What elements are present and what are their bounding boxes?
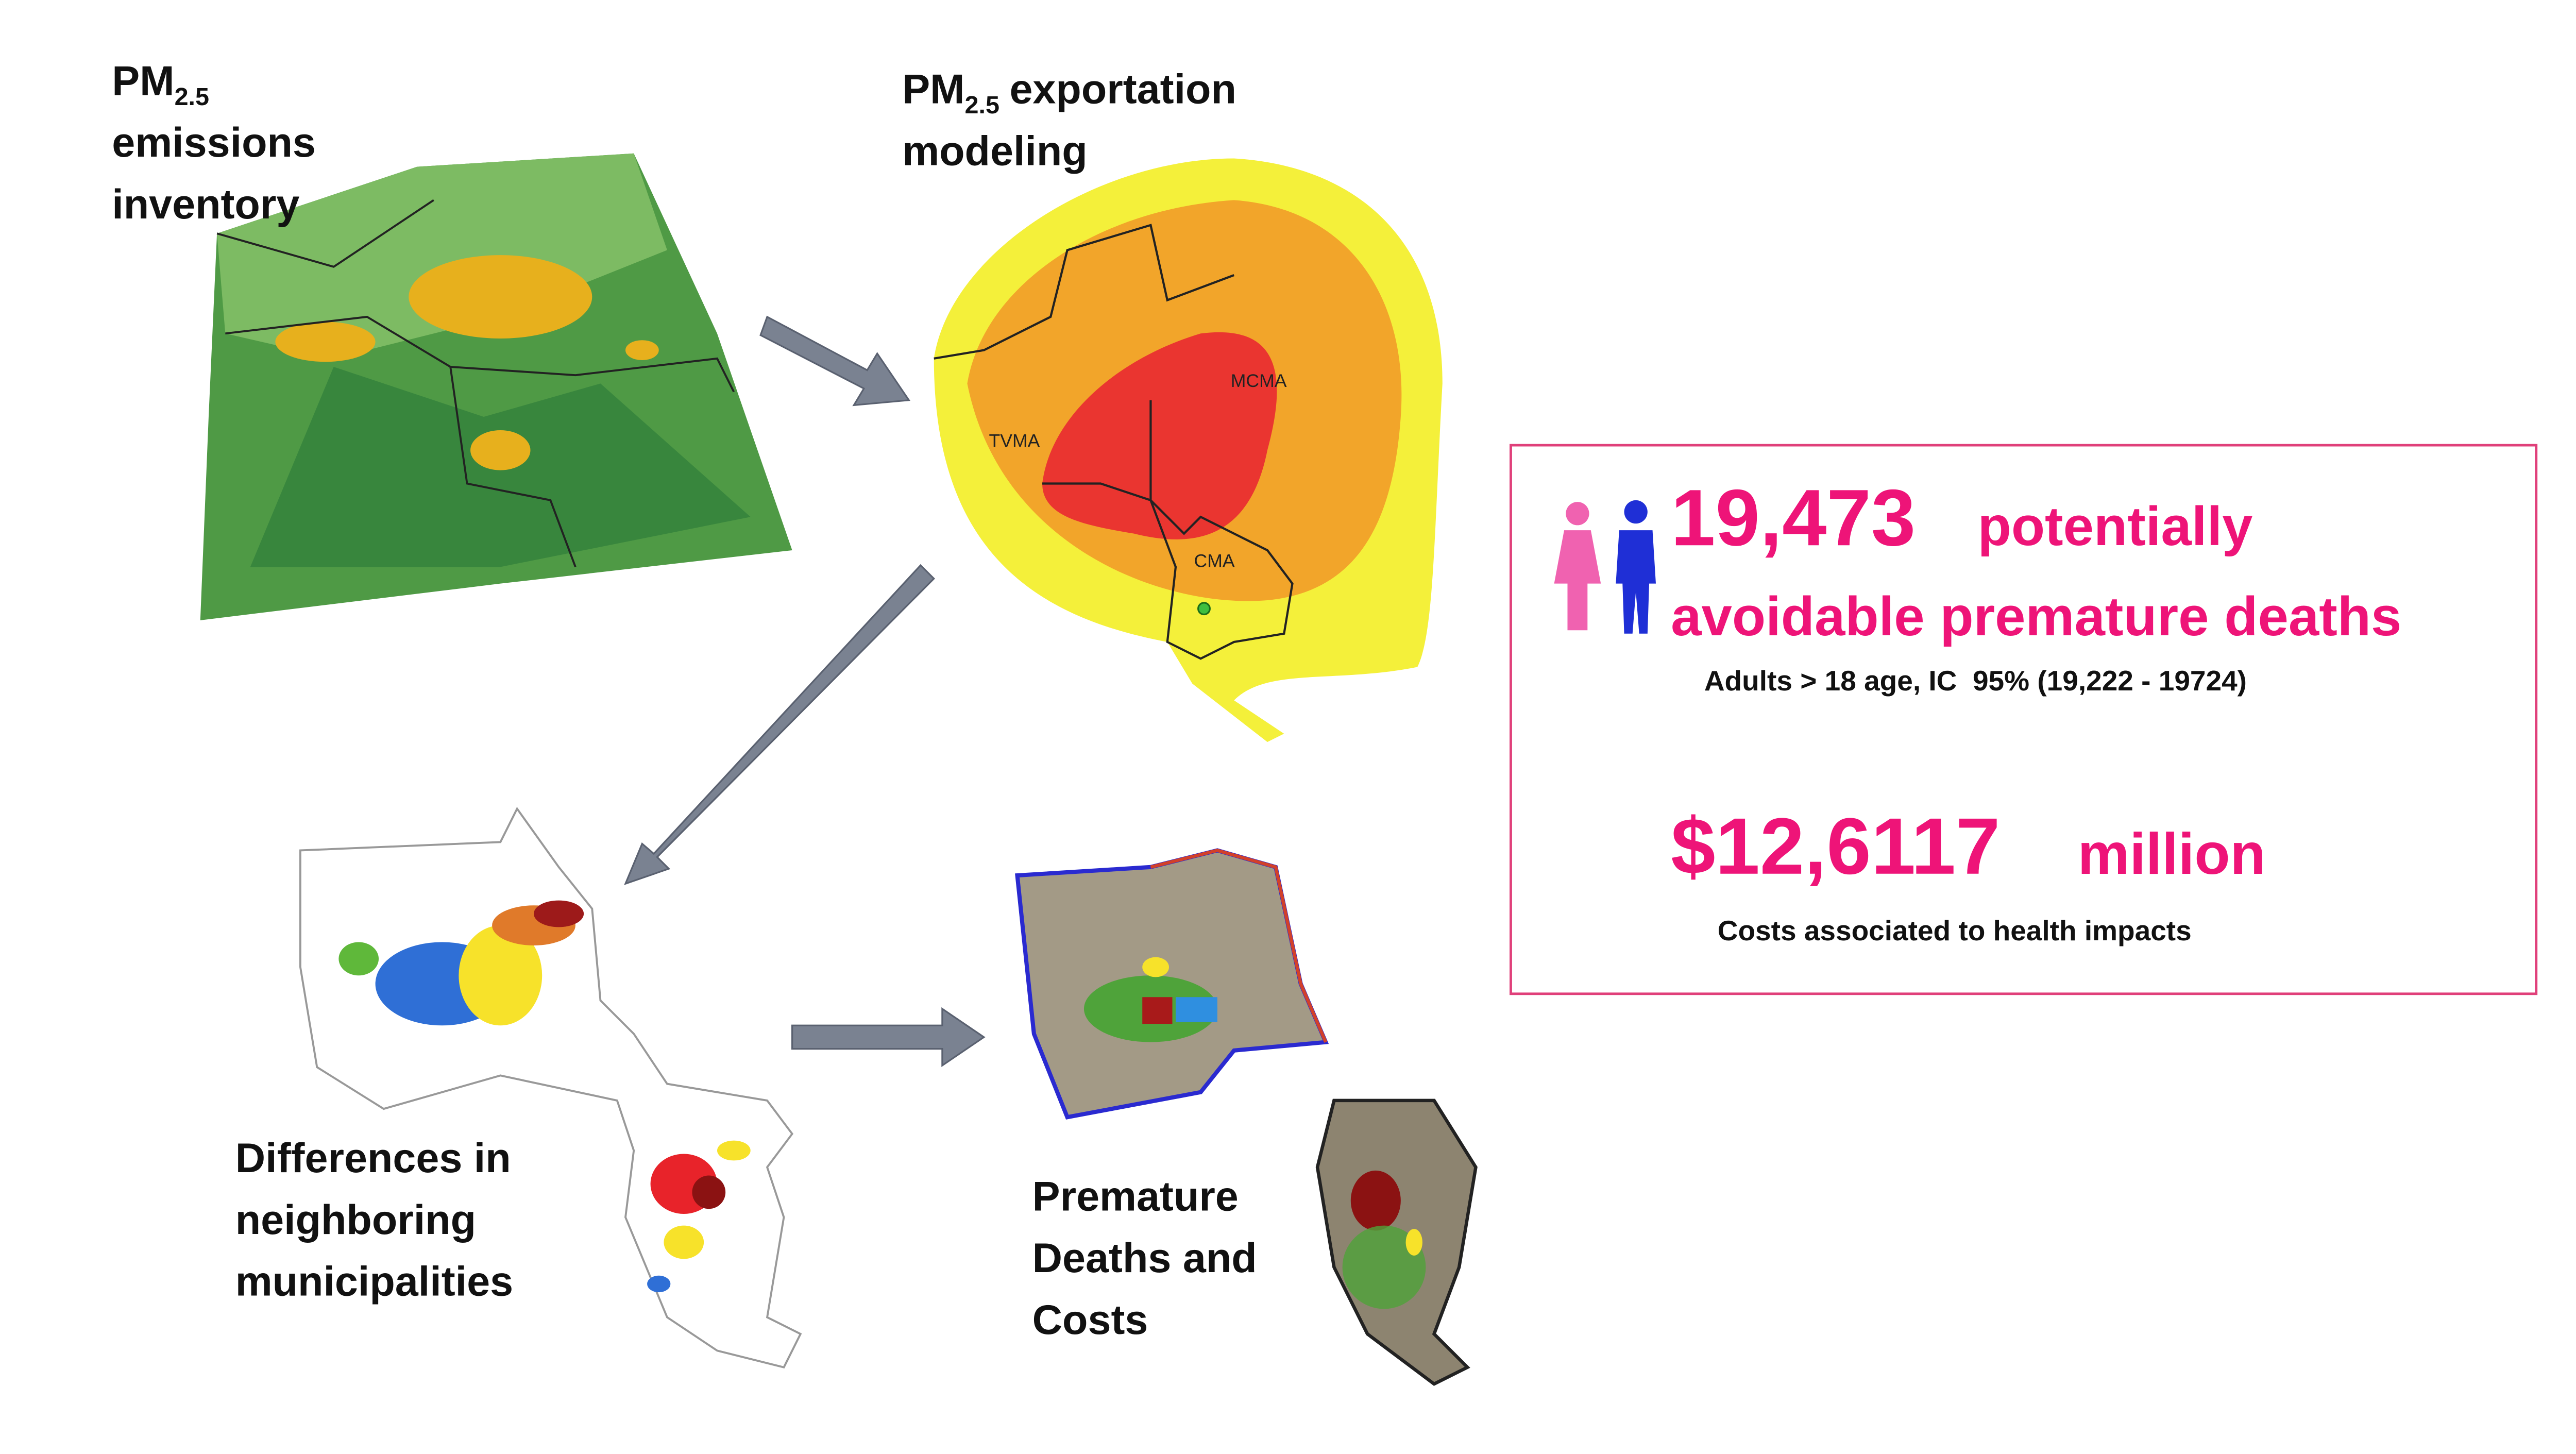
deaths-label: Premature [1032,1174,1239,1220]
cost-note: Costs associated to health impacts [1718,915,2192,946]
results-box [1510,444,2538,995]
label-part: 2.5 [965,91,999,119]
emissions-title: PM2.5 [112,58,209,110]
cost-number: $12,6117 [1671,801,2000,891]
emissions-label: inventory [112,181,299,228]
label-part: PM [112,58,174,104]
differences-map [299,806,802,1368]
label-part: 2.5 [175,83,209,111]
label-part: exportation [1009,66,1236,113]
emissions-map [200,153,792,620]
exportation-title: PM2.5 exportation [902,66,1236,119]
deaths-label: Deaths and [1032,1235,1257,1281]
map-label: MCMA [1231,370,1287,391]
differences-label: municipalities [235,1259,513,1305]
map-label: TVMA [989,430,1040,451]
arrows [624,315,986,1068]
deaths-number: 19,473 [1671,472,1916,562]
map-label: CMA [1194,550,1235,571]
deaths-note: Adults > 18 age, IC 95% (19,222 - 19724) [1704,665,2247,697]
deaths-label: Costs [1032,1297,1148,1343]
exportation-label: modeling [902,128,1088,174]
deaths-text: potentially [1978,495,2253,557]
cost-unit: million [2078,821,2266,887]
emissions-label: emissions [112,120,316,166]
differences-label: Differences in [235,1135,511,1181]
differences-label: neighboring [235,1197,476,1243]
exportation-map: TVMA MCMA CMA [934,158,1443,742]
label-part: PM [902,66,964,113]
people-icon [1554,500,1656,634]
deaths-text: avoidable premature deaths [1671,585,2401,647]
deaths-map [1015,848,1478,1386]
